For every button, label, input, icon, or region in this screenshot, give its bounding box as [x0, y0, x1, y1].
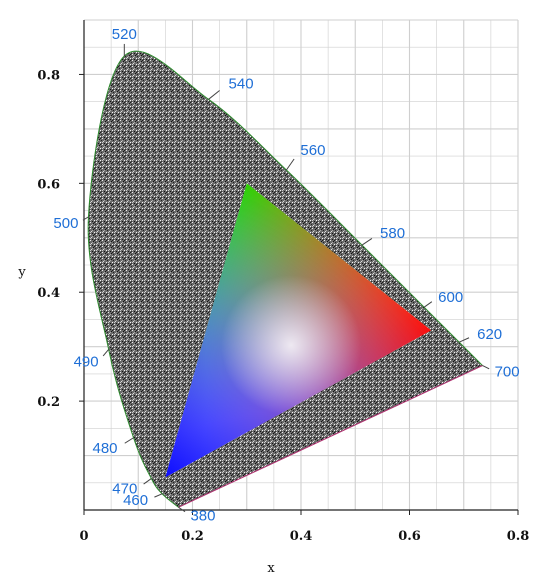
wavelength-tick: [82, 216, 89, 221]
x-tick-label: 0.2: [181, 529, 204, 544]
gamut-triangle: [165, 183, 432, 478]
wavelength-label-600: 600: [438, 289, 463, 306]
wavelength-label-470: 470: [112, 481, 137, 498]
wavelength-tick: [361, 238, 373, 246]
y-tick-label: 0.2: [37, 395, 60, 410]
y-tick-label: 0.6: [37, 177, 60, 192]
gamut-white-center: [221, 275, 362, 416]
wavelength-tick: [102, 349, 110, 357]
x-tick-label: 0.6: [398, 529, 421, 544]
wavelength-label-500: 500: [53, 215, 78, 232]
y-tick-label: 0.4: [37, 286, 60, 301]
wavelength-tick: [143, 478, 152, 485]
wavelength-tick: [208, 90, 220, 100]
x-tick-label: 0.8: [507, 529, 530, 544]
wavelength-tick: [482, 365, 490, 370]
axes: 0 0.2 0.4 0.6 0.8 0.2 0.4 0.6 0.8 x y: [17, 20, 529, 576]
x-axis-title: x: [267, 561, 275, 576]
wavelength-label-560: 560: [300, 142, 325, 159]
wavelength-label-520: 520: [112, 26, 137, 43]
x-tick-label: 0.4: [290, 529, 313, 544]
wavelength-tick: [178, 506, 186, 513]
wavelength-label-580: 580: [380, 225, 405, 242]
wavelength-label-490: 490: [74, 353, 99, 370]
wavelength-tick: [423, 301, 433, 308]
wavelength-label-380: 380: [190, 507, 215, 524]
wavelength-label-480: 480: [92, 440, 117, 457]
wavelength-tick: [458, 337, 470, 343]
wavelength-label-620: 620: [477, 326, 502, 343]
locus-outline: [87, 50, 483, 508]
wavelength-label-540: 540: [229, 75, 254, 92]
wavelength-tick: [124, 437, 134, 444]
wavelength-label-460: 460: [123, 492, 148, 509]
wavelength-tick: [154, 493, 163, 498]
purple-line: [178, 365, 483, 508]
wavelength-label-700: 700: [495, 364, 520, 381]
y-axis-title: y: [17, 265, 26, 280]
wavelength-tick: [285, 158, 295, 171]
y-tick-label: 0.8: [37, 68, 60, 83]
x-tick-label: 0: [79, 529, 88, 544]
